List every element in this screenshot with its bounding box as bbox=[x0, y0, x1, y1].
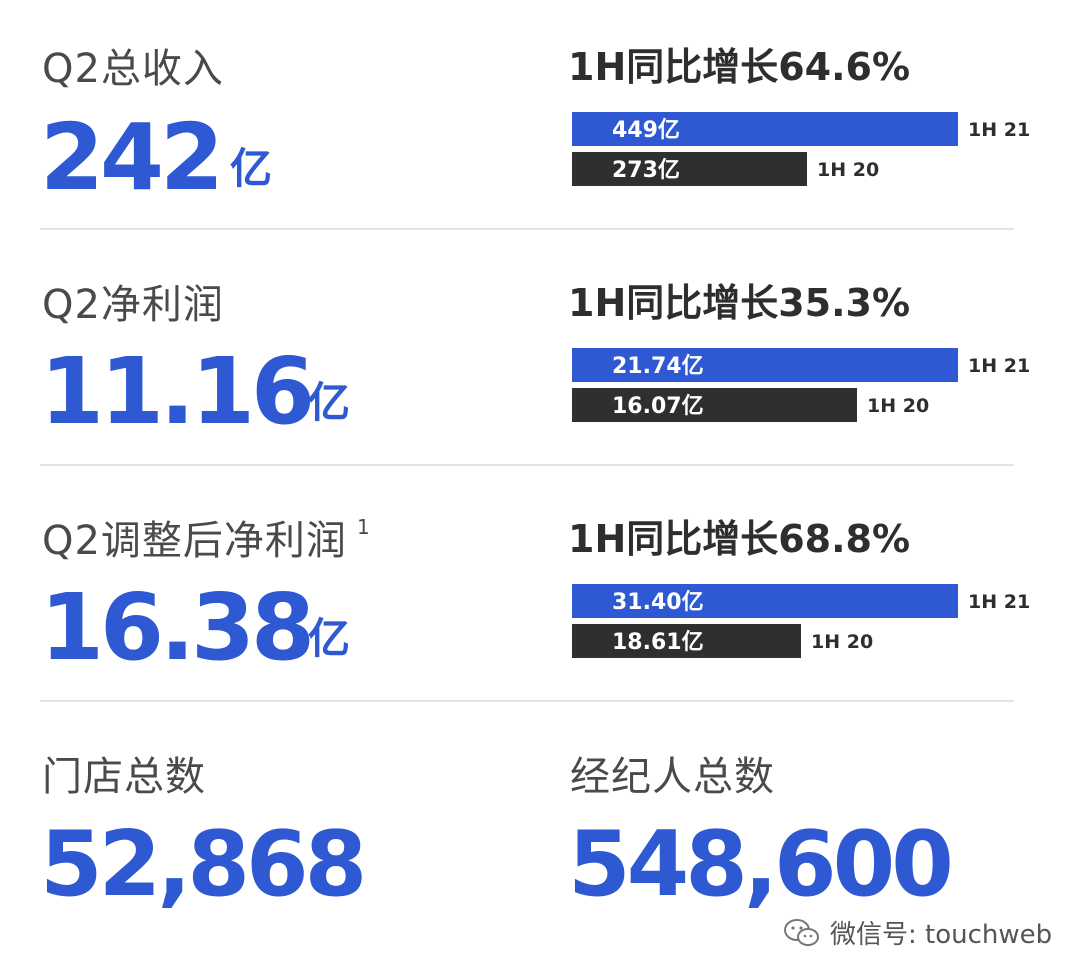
bar-value-label: 449亿 bbox=[612, 118, 680, 143]
bar-1h-21 bbox=[572, 112, 958, 146]
bar-category-label: 1H 20 bbox=[811, 631, 873, 653]
adjusted-net-profit-label: Q2调整后净利润 1 bbox=[42, 508, 371, 566]
store-count-label: 门店总数 bbox=[42, 754, 206, 800]
bar-category-label: 1H 20 bbox=[867, 395, 929, 417]
bar-category-label: 1H 21 bbox=[968, 355, 1030, 377]
agent-count-value: 548,600 bbox=[568, 812, 954, 917]
revenue-growth-title: 1H同比增长64.6% bbox=[568, 45, 911, 89]
bar-1h-21 bbox=[572, 584, 958, 618]
footnote-marker: 1 bbox=[356, 514, 371, 539]
net-profit-label: Q2净利润 bbox=[42, 282, 224, 328]
revenue-bar-chart: 449亿 1H 21 273亿 1H 20 bbox=[572, 112, 1030, 186]
agent-count-label: 经纪人总数 bbox=[570, 754, 775, 800]
bar-value-label: 273亿 bbox=[612, 158, 680, 183]
bar-1h-20 bbox=[572, 388, 857, 422]
bar-value-label: 18.61亿 bbox=[612, 630, 704, 655]
revenue-unit: 亿 bbox=[230, 144, 273, 193]
net-profit-bar-chart: 21.74亿 1H 21 16.07亿 1H 20 bbox=[572, 348, 1030, 422]
bar-1h-20 bbox=[572, 152, 807, 186]
watermark-text: 微信号: touchweb bbox=[830, 920, 1053, 950]
bar-value-label: 21.74亿 bbox=[612, 354, 704, 379]
wechat-icon bbox=[784, 918, 819, 946]
bar-1h-21 bbox=[572, 348, 958, 382]
bar-category-label: 1H 21 bbox=[968, 591, 1030, 613]
divider bbox=[40, 228, 1014, 230]
adjusted-net-profit-value: 16.38 bbox=[40, 574, 315, 681]
bar-value-label: 31.40亿 bbox=[612, 590, 704, 615]
adjusted-net-profit-growth-title: 1H同比增长68.8% bbox=[568, 517, 911, 561]
net-profit-value: 11.16 bbox=[40, 338, 315, 445]
watermark: 微信号: touchweb bbox=[782, 914, 1052, 951]
bar-1h-20 bbox=[572, 624, 801, 658]
divider bbox=[40, 700, 1014, 702]
divider bbox=[40, 464, 1014, 466]
revenue-value: 242 bbox=[40, 104, 224, 211]
bar-value-label: 16.07亿 bbox=[612, 394, 704, 419]
bar-category-label: 1H 21 bbox=[968, 119, 1030, 141]
adjusted-net-profit-bar-chart: 31.40亿 1H 21 18.61亿 1H 20 bbox=[572, 584, 1030, 658]
adjusted-net-profit-label-text: Q2调整后净利润 bbox=[42, 518, 347, 564]
revenue-label: Q2总收入 bbox=[42, 46, 224, 92]
adjusted-net-profit-unit: 亿 bbox=[308, 614, 351, 663]
bar-category-label: 1H 20 bbox=[817, 159, 879, 181]
net-profit-unit: 亿 bbox=[308, 378, 351, 427]
store-count-value: 52,868 bbox=[40, 812, 367, 917]
net-profit-growth-title: 1H同比增长35.3% bbox=[568, 281, 911, 325]
